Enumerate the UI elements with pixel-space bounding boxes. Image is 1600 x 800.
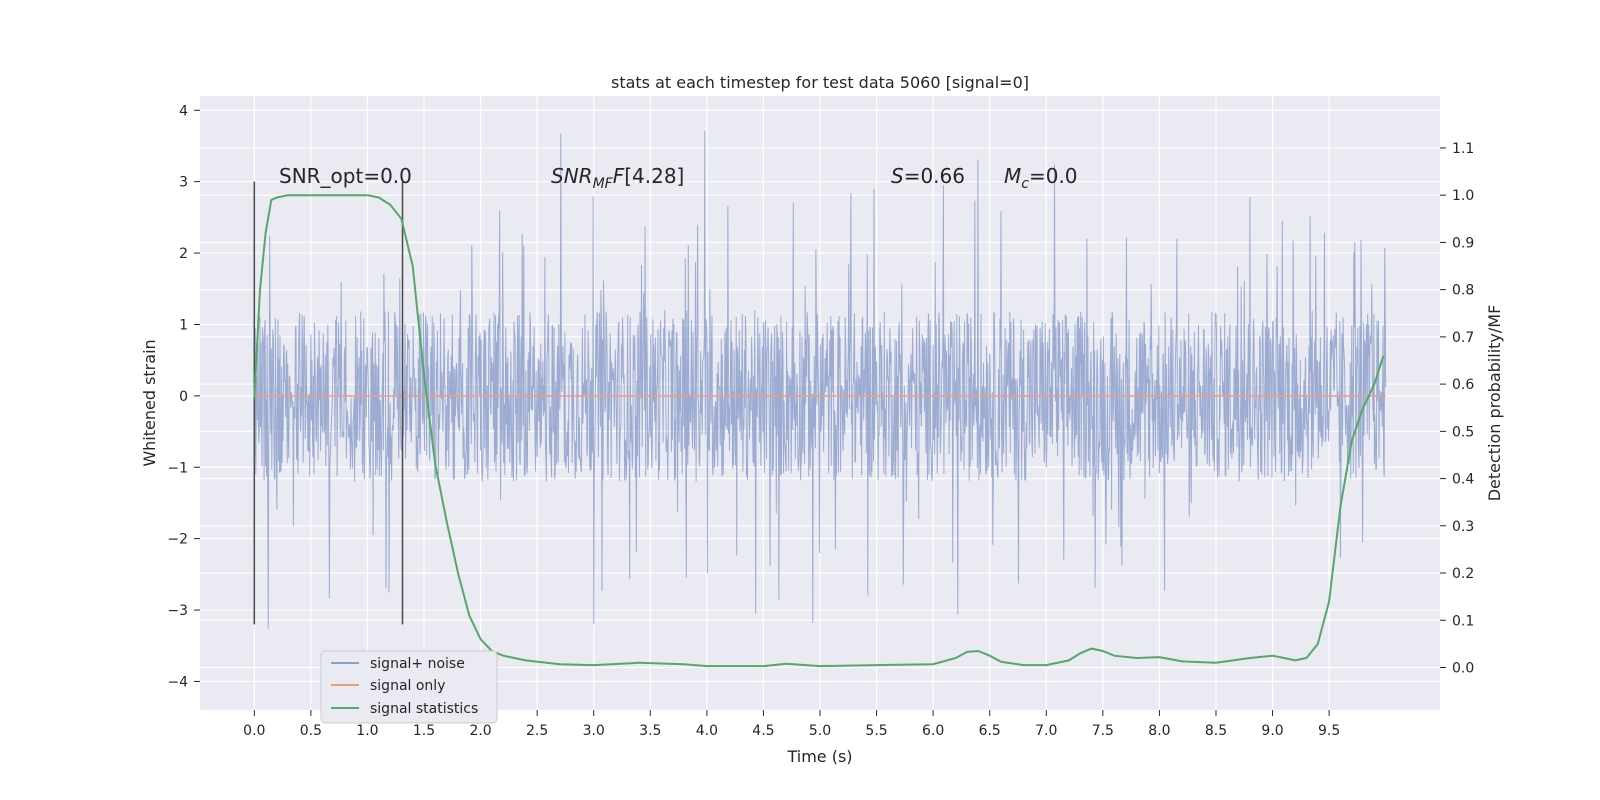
annotation-mc: Mc=0.0 — [1004, 164, 1078, 192]
annotation-s: S=0.66 — [891, 164, 965, 188]
x-tick-label: 0.5 — [300, 723, 322, 739]
y-tick-label: 2 — [179, 246, 188, 262]
x-tick-label: 9.5 — [1318, 723, 1340, 739]
legend-label-signal-noise: signal+ noise — [370, 656, 465, 672]
legend-label-signal-statistics: signal statistics — [370, 701, 478, 717]
x-tick-label: 5.5 — [865, 723, 887, 739]
annotation-snr-mf-value: [4.28] — [624, 164, 684, 188]
series-signal-statistics — [253, 194, 1385, 668]
x-tick-label: 2.5 — [526, 723, 548, 739]
y-tick-label: 1 — [179, 317, 188, 333]
signal-statistics-line — [253, 194, 1385, 668]
x-tick-label: 0.0 — [243, 723, 265, 739]
y-tick-label: −1 — [167, 460, 188, 476]
annotation-snr-opt: SNR_opt=0.0 — [279, 164, 412, 188]
y2-tick-label: 1.0 — [1452, 188, 1474, 204]
x-tick-label: 9.0 — [1261, 723, 1283, 739]
y-axis-label: Whitened strain — [140, 339, 159, 466]
annotation-mc-value: =0.0 — [1029, 164, 1078, 188]
y2-tick-label: 0.7 — [1452, 330, 1474, 346]
y2-tick-label: 0.8 — [1452, 283, 1474, 299]
y-tick-label: −2 — [167, 532, 188, 548]
y2-tick-label: 0.2 — [1452, 566, 1474, 582]
x-tick-label: 4.0 — [696, 723, 718, 739]
y2-tick-label: 0.3 — [1452, 519, 1474, 535]
y-tick-label: 4 — [179, 103, 188, 119]
y-tick-label: 3 — [179, 175, 188, 191]
x-tick-label: 1.0 — [356, 723, 378, 739]
x-tick-label: 7.0 — [1035, 723, 1057, 739]
y-tick-label: −3 — [167, 603, 188, 619]
x-tick-label: 2.0 — [469, 723, 491, 739]
y2-tick-label: 1.1 — [1452, 141, 1474, 157]
y2-tick-label: 0.0 — [1452, 660, 1474, 676]
series-signal-noise — [253, 130, 1387, 629]
y2-tick-label: 0.5 — [1452, 424, 1474, 440]
y-tick-label: 0 — [179, 389, 188, 405]
x-tick-label: 3.0 — [583, 723, 605, 739]
annotation-snr-mf: SNRMFF[4.28] — [551, 164, 684, 192]
x-axis-label: Time (s) — [786, 747, 852, 766]
y2-tick-label: 0.6 — [1452, 377, 1474, 393]
axis-ticks: 0.0 0.5 1.0 1.5 2.0 2.5 3.0 3.5 4.0 4.5 5.0 5.5 6.0 6… — [167, 103, 1474, 739]
y2-axis-label: Detection probability/MF — [1485, 305, 1504, 502]
x-tick-label: 8.0 — [1148, 723, 1170, 739]
annotation-s-value: =0.66 — [904, 164, 965, 188]
legend-box — [320, 650, 498, 724]
y-tick-label: −4 — [167, 674, 188, 690]
y2-tick-label: 0.9 — [1452, 235, 1474, 251]
x-tick-label: 3.5 — [639, 723, 661, 739]
x-tick-label: 7.5 — [1092, 723, 1114, 739]
x-tick-label: 1.5 — [413, 723, 435, 739]
legend-label-signal-only: signal only — [370, 678, 445, 694]
x-tick-label: 5.0 — [809, 723, 831, 739]
x-tick-label: 8.5 — [1205, 723, 1227, 739]
x-tick-label: 6.0 — [922, 723, 944, 739]
x-tick-label: 6.5 — [979, 723, 1001, 739]
vertical-markers — [253, 181, 404, 625]
legend: signal+ noise signal only signal statist… — [320, 650, 498, 724]
signal-noise-line — [253, 130, 1387, 629]
x-tick-label: 4.5 — [752, 723, 774, 739]
y2-tick-label: 0.1 — [1452, 613, 1474, 629]
chart-title: stats at each timestep for test data 506… — [611, 73, 1029, 92]
y2-tick-label: 0.4 — [1452, 472, 1474, 488]
